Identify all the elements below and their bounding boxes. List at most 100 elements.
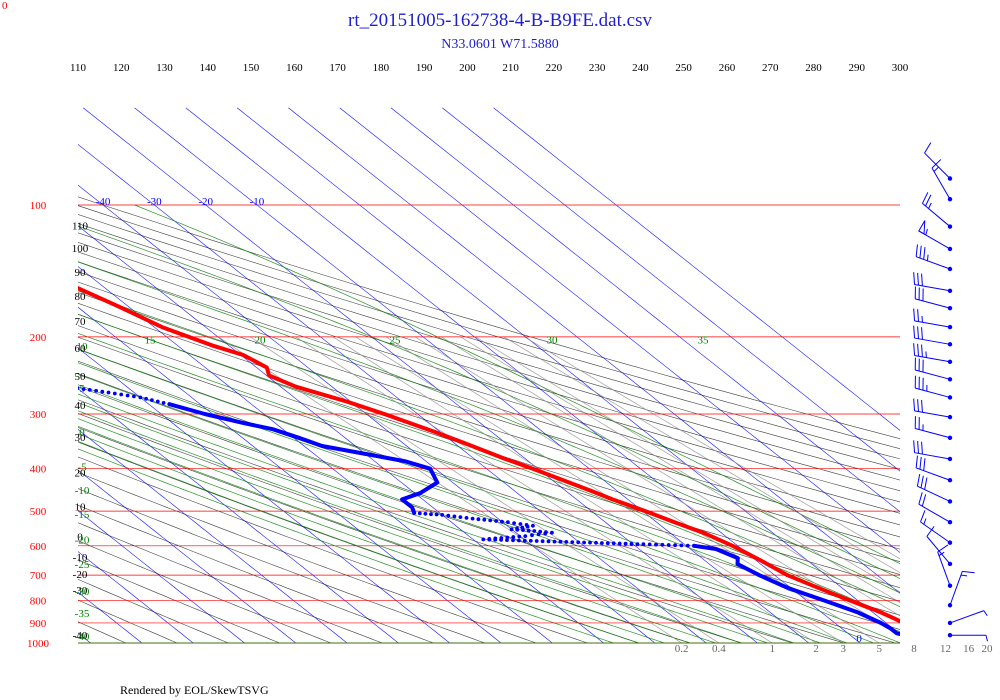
dewpoint-dot xyxy=(446,513,451,518)
theta-tick-label: 260 xyxy=(719,62,736,74)
dewpoint-dot xyxy=(167,402,172,407)
dewpoint-dot xyxy=(155,399,160,404)
wind-barb-feather xyxy=(917,343,919,357)
dry-adiabat-line xyxy=(78,205,900,450)
wind-barb-staff xyxy=(949,610,984,624)
theta-tick-label: 300 xyxy=(892,62,909,74)
isotherm-line xyxy=(288,107,900,594)
wind-barb xyxy=(913,343,953,364)
wind-barb-half-feather xyxy=(985,635,988,642)
wind-barb-feather xyxy=(921,344,923,357)
dewpoint-dot xyxy=(526,528,531,533)
isobar-label: 1000 xyxy=(27,638,50,650)
temperature-trace xyxy=(78,286,900,624)
moist-adiabat-line xyxy=(78,362,875,643)
isotherm-label: -30 xyxy=(147,196,162,208)
isobar-label: 200 xyxy=(30,332,47,344)
isotherm-line xyxy=(78,143,707,643)
isobar-lines xyxy=(78,204,900,644)
wind-barb-staff xyxy=(914,452,951,460)
isobar-label: 600 xyxy=(30,541,47,553)
left-edge-label: -40 xyxy=(73,630,88,642)
isotherm-line xyxy=(78,266,553,643)
moist-adiabat-label: 35 xyxy=(698,335,710,347)
left-edge-label: 0 xyxy=(77,532,83,544)
dewpoint-dot xyxy=(600,541,604,545)
dewpoint-dot xyxy=(635,542,640,546)
wind-barb-half-feather xyxy=(923,518,927,525)
mixing-ratio-label: 8 xyxy=(911,643,917,655)
dewpoint-dot xyxy=(629,542,634,546)
dewpoint-dot xyxy=(576,540,581,545)
wind-barb-half-feather xyxy=(983,610,988,617)
isobar-label: 100 xyxy=(30,200,47,212)
isotherm-line xyxy=(78,469,297,643)
left-edge-label: 80 xyxy=(75,291,87,303)
dewpoint-dot xyxy=(470,516,475,521)
wind-barb-feather xyxy=(921,494,927,507)
moist-adiabat-label: 30 xyxy=(547,335,559,347)
dewpoint-dot xyxy=(679,543,684,548)
isotherm-line xyxy=(442,107,900,472)
dewpoint-dot xyxy=(532,529,537,533)
mixing-ratio-label: 0.2 xyxy=(675,643,689,655)
dewpoint-dot xyxy=(511,535,516,539)
moist-adiabat-line xyxy=(78,418,717,643)
isobar-label: 800 xyxy=(30,596,47,608)
wind-barb-half-feather xyxy=(938,551,945,557)
dry-adiabat-line xyxy=(78,261,900,514)
wind-barb-feather xyxy=(915,244,918,257)
left-edge-label: 90 xyxy=(75,267,87,279)
wind-barb xyxy=(947,610,988,626)
wind-barb-feather xyxy=(921,399,923,413)
dewpoint-dot xyxy=(511,538,515,543)
dry-adiabat-line xyxy=(78,427,692,643)
dry-adiabat-line xyxy=(78,223,900,470)
dewpoint-dot xyxy=(522,538,527,543)
dewpoint-dot xyxy=(623,541,628,546)
wind-barb-feather xyxy=(917,272,919,286)
wind-barb-feather xyxy=(924,142,932,154)
dewpoint-dot xyxy=(523,534,528,538)
dewpoint-dot xyxy=(417,511,422,516)
moist-adiabat-label: -30 xyxy=(75,586,90,598)
wind-barb-feather xyxy=(919,456,922,470)
footer-credit: Rendered by EOL/SkewTSVG xyxy=(120,683,269,697)
theta-tick-label: 130 xyxy=(156,62,173,74)
wind-barb-staff xyxy=(915,369,951,380)
wind-barb xyxy=(913,272,953,294)
isotherm-label: -20 xyxy=(198,196,213,208)
wind-barb-feather xyxy=(921,192,929,204)
dewpoint-dot xyxy=(673,543,677,548)
mixing-ratio-line xyxy=(355,336,844,643)
wind-barb xyxy=(931,159,953,202)
left-edge-label: 40 xyxy=(75,400,87,412)
dewpoint-dot xyxy=(512,521,516,525)
isotherm-line xyxy=(78,388,399,643)
wind-barb xyxy=(947,633,988,642)
mixing-ratio-lines xyxy=(218,336,900,643)
wind-barb-staff xyxy=(915,427,951,439)
isotherm-line xyxy=(78,591,143,643)
wind-barb-half-feather xyxy=(960,574,968,577)
dewpoint-dot xyxy=(62,385,66,389)
dewpoint-dot xyxy=(87,388,92,392)
mixing-ratio-label: 20 xyxy=(981,643,993,655)
wind-barb-feather xyxy=(923,458,926,471)
wind-barb-staff xyxy=(922,203,951,227)
dry-adiabat-line xyxy=(78,373,897,643)
theta-tick-label: 270 xyxy=(762,62,779,74)
dewpoint-dot xyxy=(464,516,469,520)
wind-barb-feather xyxy=(931,159,942,169)
moist-adiabat-label: -15 xyxy=(75,509,90,521)
wind-barb-feather xyxy=(925,194,932,207)
wind-barb-feather xyxy=(921,441,923,455)
left-edge-label: 30 xyxy=(75,432,87,444)
dewpoint-dot xyxy=(544,530,548,534)
dewpoint-dot xyxy=(611,541,616,546)
moist-adiabat-label: -25 xyxy=(75,559,90,571)
theta-tick-label: 160 xyxy=(286,62,303,74)
dry-adiabat-line xyxy=(78,559,281,643)
left-edge-label: -10 xyxy=(73,552,88,564)
